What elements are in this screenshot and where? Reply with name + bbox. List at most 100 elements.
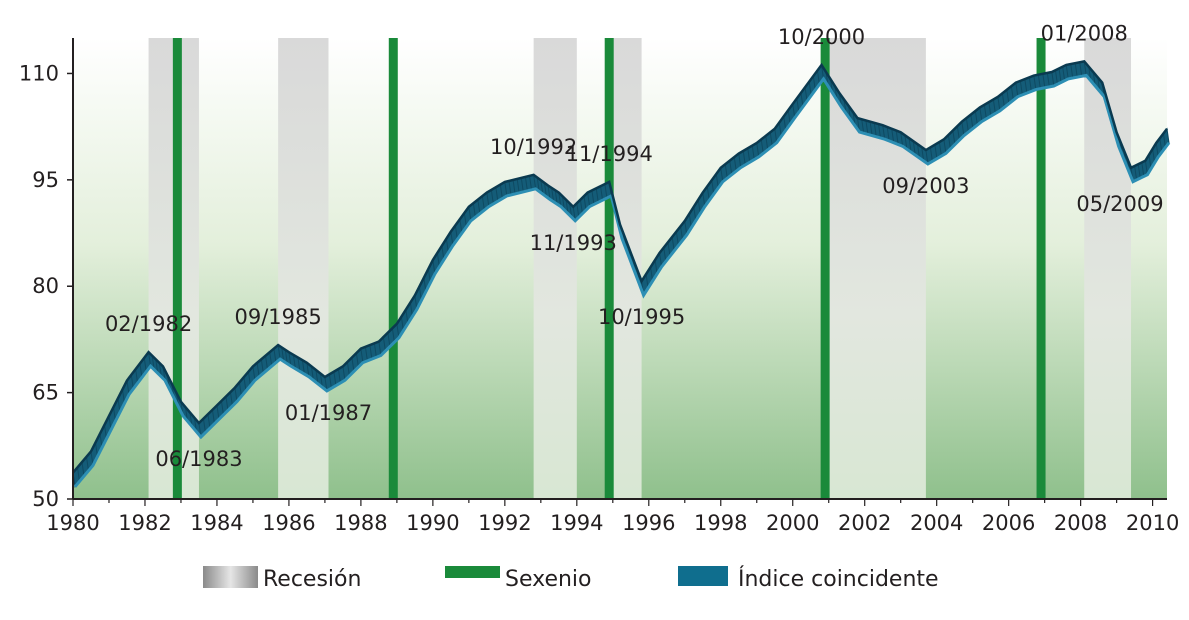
series-hatch-line xyxy=(659,252,663,267)
series-hatch-line xyxy=(1062,66,1066,81)
series-hatch-line xyxy=(747,148,751,163)
series-hatch-line xyxy=(1155,142,1159,158)
series-hatch-line xyxy=(706,186,710,201)
series-hatch-line xyxy=(225,396,229,411)
series-hatch-line xyxy=(979,107,983,122)
sexenio-line-3 xyxy=(820,38,830,499)
series-hatch-line xyxy=(324,376,328,392)
series-hatch-line xyxy=(558,192,562,207)
series-hatch-line xyxy=(783,116,787,131)
series-hatch-line xyxy=(297,357,301,372)
series-hatch-line xyxy=(220,400,224,415)
series-hatch-line xyxy=(1065,64,1069,79)
series-hatch-line xyxy=(693,206,697,221)
series-hatch-line xyxy=(1042,73,1046,88)
annotation-label: 01/1987 xyxy=(285,401,372,425)
series-hatch-line xyxy=(495,187,499,202)
series-hatch-line xyxy=(554,190,558,205)
series-hatch-line xyxy=(463,212,467,228)
series-hatch-line xyxy=(970,114,974,129)
series-hatch-line xyxy=(516,178,520,193)
series-hatch-line xyxy=(441,245,445,260)
series-hatch-line xyxy=(1054,70,1058,85)
series-hatch-line xyxy=(355,352,359,368)
series-hatch-line xyxy=(792,103,796,118)
series-hatch-line xyxy=(148,352,152,367)
series-hatch-line xyxy=(1024,79,1028,94)
y-tick-label: 65 xyxy=(32,381,59,405)
series-hatch-line xyxy=(315,369,319,384)
series-hatch-line xyxy=(490,189,494,204)
series-hatch-line xyxy=(139,363,143,378)
x-tick-label: 2006 xyxy=(982,511,1035,535)
series-hatch-line xyxy=(536,177,540,192)
series-hatch-line xyxy=(576,203,580,218)
series-hatch-line xyxy=(774,128,778,143)
series-hatch-line xyxy=(961,121,965,136)
series-hatch-line xyxy=(450,231,454,246)
series-hatch-line xyxy=(1058,68,1062,83)
series-hatch-line xyxy=(243,376,247,392)
series-hatch-line xyxy=(1083,61,1087,76)
series-hatch-line xyxy=(684,220,688,236)
x-tick-label: 1982 xyxy=(118,511,171,535)
legend-label: Recesión xyxy=(263,567,361,592)
series-hatch-line xyxy=(130,374,134,389)
annotation-label: 11/1993 xyxy=(530,231,617,255)
series-hatch-line xyxy=(943,139,947,154)
series-hatch-line xyxy=(711,180,715,195)
x-tick-label: 2008 xyxy=(1054,511,1107,535)
series-hatch-line xyxy=(1051,71,1055,87)
series-hatch-line xyxy=(468,206,472,221)
series-hatch-line xyxy=(938,141,942,157)
series-hatch-line xyxy=(333,371,337,386)
series-hatch-line xyxy=(432,259,436,275)
series-hatch-line xyxy=(738,153,742,168)
series-hatch-line xyxy=(247,371,251,386)
sexenio-line-1 xyxy=(388,38,398,499)
series-hatch-line xyxy=(269,352,273,367)
series-hatch-line xyxy=(1033,75,1037,90)
series-hatch-line xyxy=(86,456,89,471)
series-hatch-line xyxy=(600,186,604,201)
x-tick-label: 1980 xyxy=(46,511,99,535)
series-hatch-line xyxy=(143,357,147,372)
series-hatch-line xyxy=(319,373,323,388)
legend-label: Sexenio xyxy=(505,567,592,592)
legend-recession-swatch xyxy=(203,566,258,588)
legend-sexenio-swatch xyxy=(445,566,500,578)
annotation-label: 09/1985 xyxy=(235,305,322,329)
series-hatch-line xyxy=(595,188,599,203)
series-hatch-line xyxy=(742,150,746,165)
series-hatch-line xyxy=(234,387,238,402)
series-hatch-line xyxy=(1159,138,1163,153)
series-hatch-line xyxy=(396,323,400,338)
x-tick-label: 2002 xyxy=(838,511,891,535)
recession-band-2 xyxy=(533,38,577,499)
series-hatch-line xyxy=(663,247,667,262)
series-hatch-line xyxy=(724,164,728,179)
series-hatch-line xyxy=(808,81,812,96)
x-tick-label: 2010 xyxy=(1126,511,1179,535)
series-hatch-line xyxy=(387,332,391,347)
series-hatch-line xyxy=(756,142,760,158)
series-hatch-line xyxy=(671,236,675,251)
series-hatch-line xyxy=(238,382,242,397)
series-hatch-line xyxy=(288,352,292,367)
series-hatch-line xyxy=(812,75,816,91)
series-hatch-line xyxy=(796,98,800,113)
x-tick-label: 2004 xyxy=(910,511,963,535)
series-hatch-line xyxy=(900,132,904,147)
series-hatch-line xyxy=(921,146,925,162)
series-hatch-line xyxy=(77,467,80,482)
series-hatch-line xyxy=(306,362,310,377)
series-hatch-line xyxy=(778,122,782,137)
series-hatch-line xyxy=(769,132,773,147)
x-tick-label: 1994 xyxy=(550,511,603,535)
series-hatch-line xyxy=(540,180,544,195)
series-hatch-line xyxy=(583,196,587,211)
series-hatch-line xyxy=(207,414,211,429)
annotation-label: 09/2003 xyxy=(882,174,969,198)
series-hatch-line xyxy=(301,360,305,375)
